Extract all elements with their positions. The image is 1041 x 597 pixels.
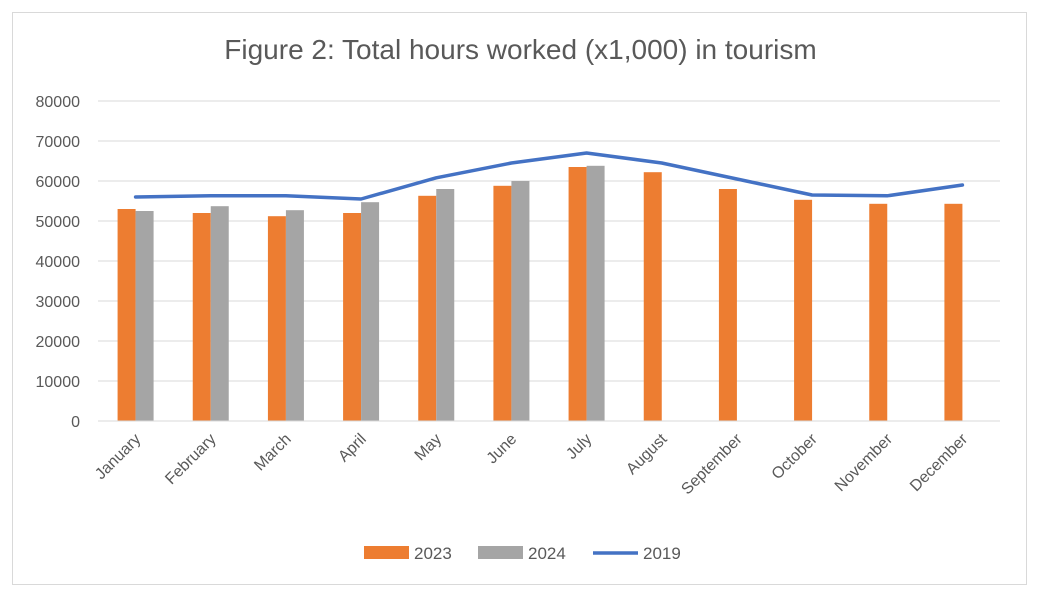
bar-2023 (794, 199, 813, 421)
y-tick-label: 80000 (36, 94, 81, 111)
bar-2023 (568, 167, 587, 421)
x-tick-label: April (335, 431, 370, 466)
bar-2024 (210, 206, 229, 421)
legend-label-2019: 2019 (643, 544, 681, 563)
bar-2023 (343, 213, 362, 421)
y-tick-label: 20000 (36, 334, 81, 351)
bar-2023 (643, 172, 662, 421)
chart-title: Figure 2: Total hours worked (x1,000) in… (224, 34, 817, 65)
x-tick-label: May (412, 431, 445, 464)
legend-swatch-2024 (478, 546, 523, 559)
y-tick-label: 60000 (36, 174, 81, 191)
y-tick-label: 10000 (36, 374, 81, 391)
bar-2023 (944, 203, 963, 421)
legend-label-2024: 2024 (528, 544, 566, 563)
y-tick-label: 0 (71, 414, 80, 431)
bar-2023 (718, 189, 737, 421)
bar-2023 (267, 216, 286, 421)
bar-2024 (436, 189, 455, 421)
x-tick-label: July (563, 431, 595, 463)
bar-2023 (418, 195, 437, 421)
bar-2023 (117, 209, 136, 421)
x-tick-label: October (769, 430, 822, 483)
legend-swatch-2023 (364, 546, 409, 559)
bar-2023 (493, 185, 512, 421)
bar-2024 (135, 211, 154, 421)
bar-2024 (586, 165, 605, 421)
bar-2023 (192, 213, 211, 421)
line-series-2019 (133, 151, 965, 201)
x-tick-label: March (251, 431, 294, 474)
y-tick-label: 50000 (36, 214, 81, 231)
x-tick-label: November (832, 430, 897, 495)
bar-2024 (285, 210, 304, 421)
x-tick-label: August (623, 430, 671, 478)
y-tick-label: 30000 (36, 294, 81, 311)
y-tick-label: 40000 (36, 254, 81, 271)
legend-label-2023: 2023 (414, 544, 452, 563)
y-tick-label: 70000 (36, 134, 81, 151)
x-tick-label: September (678, 430, 746, 498)
x-tick-label: December (907, 430, 972, 495)
bar-2024 (361, 202, 380, 421)
x-tick-label: February (162, 431, 219, 488)
x-tick-label: June (484, 431, 521, 468)
x-tick-label: January (92, 431, 144, 483)
bar-2024 (511, 181, 530, 421)
bar-2023 (869, 203, 888, 421)
